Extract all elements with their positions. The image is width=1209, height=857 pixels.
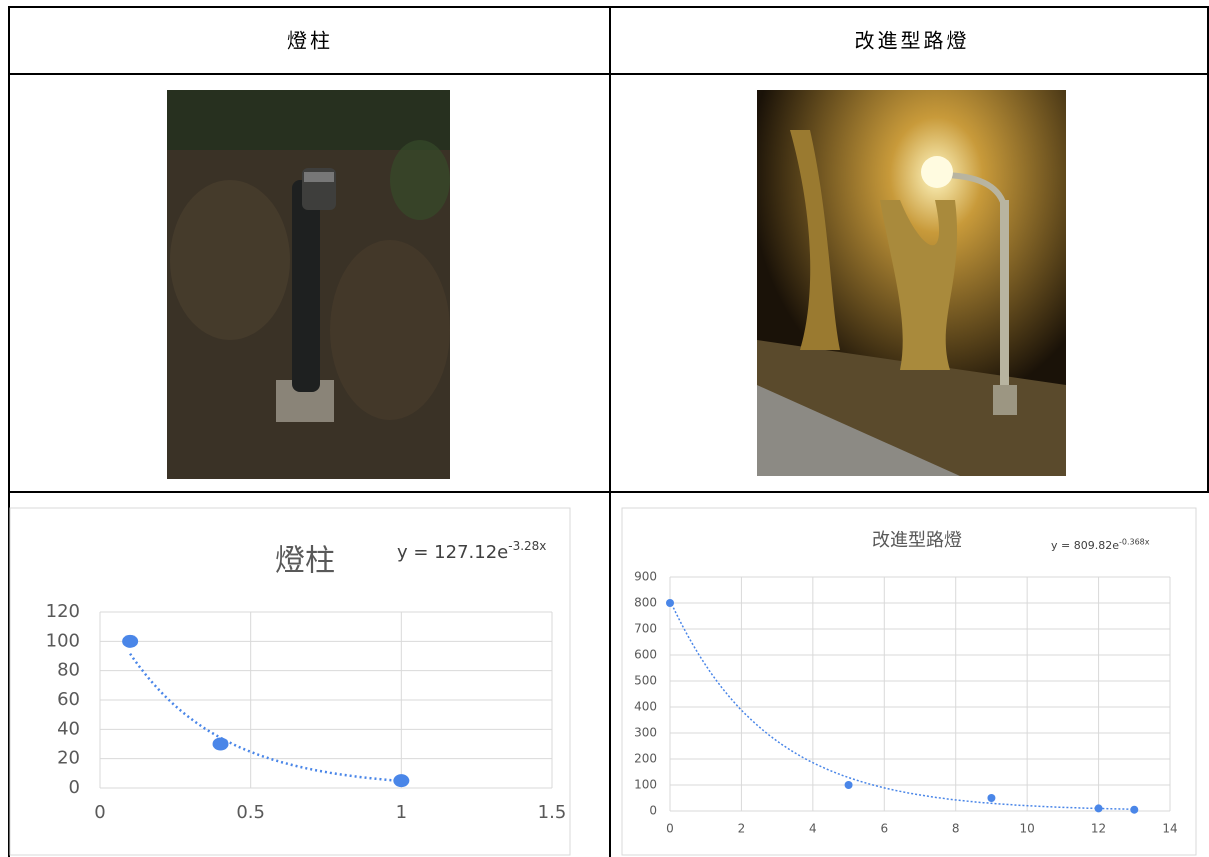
y-tick-label: 40 (57, 718, 80, 739)
x-tick-label: 0 (666, 822, 674, 836)
x-tick-label: 12 (1091, 822, 1106, 836)
y-tick-label: 120 (46, 601, 80, 622)
x-tick-label: 2 (738, 822, 746, 836)
x-tick-label: 6 (880, 822, 888, 836)
x-tick-label: 8 (952, 822, 960, 836)
y-tick-label: 100 (46, 630, 80, 651)
table-frame (8, 6, 1209, 857)
trend-equation: y = 127.12e-3.28x (397, 538, 546, 563)
data-point (212, 737, 229, 751)
x-tick-label: 0 (94, 802, 105, 823)
chart-title: 燈柱 (275, 544, 335, 579)
column-header: 改進型路燈 (855, 29, 970, 53)
equation-exponent: -3.28x (508, 538, 546, 552)
data-point (1094, 804, 1103, 813)
y-tick-label: 200 (634, 752, 657, 766)
y-tick-label: 400 (634, 700, 657, 714)
x-tick-label: 4 (809, 822, 817, 836)
x-tick-label: 1 (396, 802, 407, 823)
y-tick-label: 80 (57, 660, 80, 681)
y-tick-label: 60 (57, 689, 80, 710)
y-tick-label: 700 (634, 622, 657, 636)
column-header: 燈柱 (287, 29, 333, 53)
y-tick-label: 0 (69, 777, 80, 798)
data-point (844, 781, 853, 789)
y-tick-label: 500 (634, 674, 657, 688)
trendline (129, 652, 402, 783)
photo-bollard (167, 90, 450, 479)
y-tick-label: 100 (634, 778, 657, 792)
x-tick-label: 14 (1162, 822, 1177, 836)
x-tick-label: 1.5 (538, 802, 567, 823)
y-tick-label: 600 (634, 648, 657, 662)
data-point (393, 774, 410, 788)
chart-frame (9, 507, 571, 856)
photo-streetlamp (757, 90, 1066, 476)
equation-base: y = 809.82e (1051, 539, 1119, 552)
y-tick-label: 0 (649, 804, 657, 818)
data-point (122, 634, 139, 648)
y-tick-label: 300 (634, 726, 657, 740)
y-tick-label: 900 (634, 570, 657, 584)
data-point (666, 599, 674, 607)
equation-exponent: -0.368x (1119, 537, 1150, 546)
data-point (1130, 805, 1139, 814)
y-tick-label: 800 (634, 596, 657, 610)
trend-equation: y = 809.82e-0.368x (1051, 537, 1150, 552)
equation-base: y = 127.12e (397, 542, 508, 563)
chart-title: 改進型路燈 (872, 530, 962, 551)
data-point (987, 794, 996, 802)
x-tick-label: 0.5 (236, 802, 265, 823)
y-tick-label: 20 (57, 748, 80, 769)
x-tick-label: 10 (1020, 822, 1035, 836)
